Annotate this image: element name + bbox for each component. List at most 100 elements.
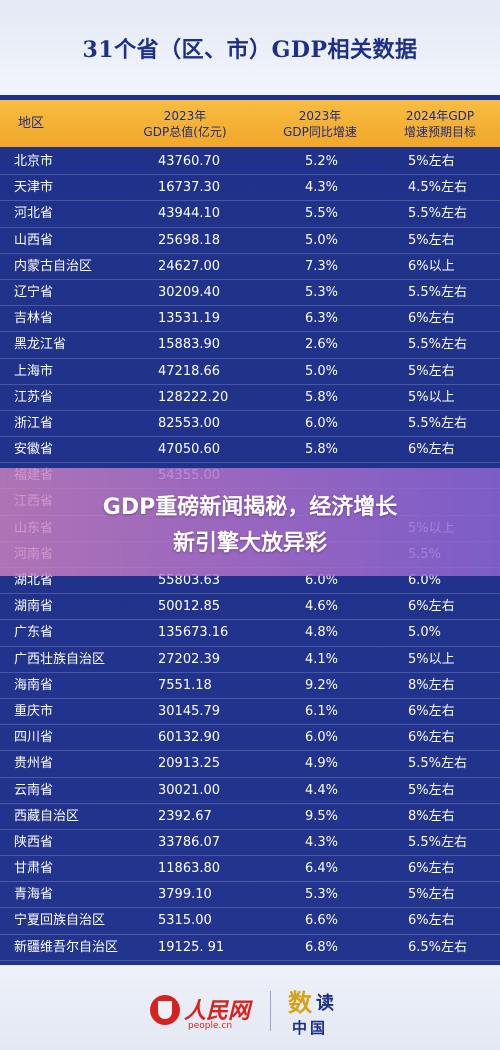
gdp-cell: 43760.70 [158, 154, 221, 169]
table-row: 青海省 3799.10 5.3% 5%左右 [0, 882, 500, 909]
shudu-logo-shu: 数 [288, 988, 312, 1017]
logo-divider [270, 991, 271, 1031]
target-cell: 5.5%左右 [408, 756, 468, 772]
target-cell: 6.5%左右 [408, 939, 468, 955]
target-cell: 4.5%左右 [408, 180, 468, 196]
table-row: 浙江省 82553.00 6.0% 5.5%左右 [0, 411, 500, 438]
growth-cell: 5.3% [305, 887, 339, 903]
table-row: 甘肃省 11863.80 6.4% 6%左右 [0, 856, 500, 883]
table-row: 广西壮族自治区 27202.39 4.1% 5%以上 [0, 647, 500, 673]
table-body: 北京市 43760.70 5.2% 5%左右 天津市 16737.30 4.3% 4.5%左右… [0, 149, 500, 961]
growth-cell: 4.4% [305, 782, 339, 798]
table-row: 吉林省 13531.19 6.3% 6%左右 [0, 306, 500, 333]
target-cell: 5%左右 [408, 782, 455, 798]
gdp-cell: 50012.85 [158, 599, 221, 615]
growth-cell: 4.3% [305, 180, 339, 196]
target-cell: 5%左右 [408, 232, 455, 248]
gdp-cell: 47050.60 [158, 442, 221, 458]
shudu-logo-du: 读 [316, 993, 334, 1014]
region-cell: 内蒙古自治区 [14, 258, 93, 274]
target-cell: 5.5%左右 [408, 206, 468, 222]
region-cell: 西藏自治区 [14, 808, 80, 824]
gdp-cell: 5315.00 [158, 913, 212, 929]
target-cell: 5%左右 [408, 887, 455, 903]
gdp-cell: 20913.25 [158, 756, 221, 772]
header-target-line2: 增速预期目标 [403, 124, 476, 139]
shudu-logo-zhongguo: 中国 [292, 1019, 329, 1037]
region-cell: 辽宁省 [14, 284, 54, 300]
table-row: 山西省 25698.18 5.0% 5%左右 [0, 228, 500, 254]
growth-cell: 5.5% [305, 206, 339, 222]
region-cell: 甘肃省 [14, 861, 54, 877]
growth-cell: 6.6% [305, 913, 339, 929]
people-logo-en: people.cn [188, 1021, 233, 1031]
table-row: 云南省 30021.00 4.4% 5%左右 [0, 778, 500, 804]
header-gdp-line2: GDP总值(亿元) [143, 124, 227, 139]
gdp-cell: 47218.66 [158, 363, 221, 379]
header-growth: 2023年 GDP同比增速 [255, 100, 385, 147]
table-row: 宁夏回族自治区 5315.00 6.6% 6%左右 [0, 908, 500, 935]
gdp-cell: 11863.80 [158, 861, 221, 877]
gdp-cell: 13531.19 [158, 311, 221, 327]
target-cell: 5.5%左右 [408, 415, 468, 431]
growth-cell: 6.1% [305, 703, 339, 719]
target-cell: 8%左右 [408, 808, 455, 824]
region-cell: 山西省 [14, 232, 54, 248]
growth-cell: 6.3% [305, 311, 339, 327]
region-cell: 北京市 [14, 154, 54, 169]
region-cell: 湖北省 [14, 573, 54, 588]
header-region-label: 地区 [18, 115, 45, 131]
gdp-cell: 25698.18 [158, 232, 221, 248]
target-cell: 5%左右 [408, 154, 455, 169]
table-row: 广东省 135673.16 4.8% 5.0% [0, 620, 500, 647]
table-row: 陕西省 33786.07 4.3% 5.5%左右 [0, 830, 500, 857]
header-growth-line1: 2023年 [298, 108, 342, 123]
target-cell: 6.0% [408, 573, 442, 588]
region-cell: 上海市 [14, 363, 54, 379]
shudu-logo: 数 读 中国 [288, 983, 348, 1043]
growth-cell: 4.9% [305, 756, 339, 772]
target-cell: 5.0% [408, 625, 442, 641]
header-region: 地区 [18, 100, 88, 147]
region-cell: 黑龙江省 [14, 337, 67, 353]
gdp-table: 地区 2023年 GDP总值(亿元) 2023年 GDP同比增速 2024年GD… [0, 100, 500, 965]
gdp-cell: 2392.67 [158, 808, 212, 824]
gdp-cell: 135673.16 [158, 625, 229, 641]
header-target-line1: 2024年GDP [405, 108, 475, 123]
region-cell: 四川省 [14, 730, 54, 746]
headline-line2: 新引擎大放异彩 [172, 531, 327, 556]
target-cell: 6%左右 [408, 703, 455, 719]
growth-cell: 6.8% [305, 939, 339, 955]
growth-cell: 5.0% [305, 363, 339, 379]
target-cell: 6%左右 [408, 730, 455, 746]
target-cell: 5%左右 [408, 363, 455, 379]
gdp-cell: 7551.18 [158, 677, 212, 693]
gdp-cell: 3799.10 [158, 887, 212, 903]
gdp-cell: 33786.07 [158, 834, 221, 850]
growth-cell: 5.0% [305, 232, 339, 248]
region-cell: 江苏省 [14, 389, 54, 405]
region-cell: 新疆维吾尔自治区 [14, 939, 119, 955]
growth-cell: 5.3% [305, 284, 339, 300]
table-row: 西藏自治区 2392.67 9.5% 8%左右 [0, 804, 500, 830]
region-cell: 河北省 [14, 206, 54, 222]
table-row: 河北省 43944.10 5.5% 5.5%左右 [0, 201, 500, 228]
growth-cell: 4.6% [305, 599, 339, 615]
table-row: 黑龙江省 15883.90 2.6% 5.5%左右 [0, 332, 500, 359]
region-cell: 吉林省 [14, 311, 54, 327]
region-cell: 宁夏回族自治区 [14, 913, 106, 929]
gdp-cell: 55803.63 [158, 573, 221, 588]
table-row: 四川省 60132.90 6.0% 6%左右 [0, 725, 500, 752]
gdp-cell: 30021.00 [158, 782, 221, 798]
target-cell: 5.5%左右 [408, 284, 468, 300]
growth-cell: 9.5% [305, 808, 339, 824]
growth-cell: 6.4% [305, 861, 339, 877]
gdp-cell: 24627.00 [158, 258, 221, 274]
growth-cell: 6.0% [305, 730, 339, 746]
region-cell: 广西壮族自治区 [14, 651, 106, 667]
table-row: 安徽省 47050.60 5.8% 6%左右 [0, 437, 500, 464]
header-growth-line2: GDP同比增速 [283, 124, 357, 139]
region-cell: 天津市 [14, 180, 54, 196]
region-cell: 安徽省 [14, 442, 54, 458]
